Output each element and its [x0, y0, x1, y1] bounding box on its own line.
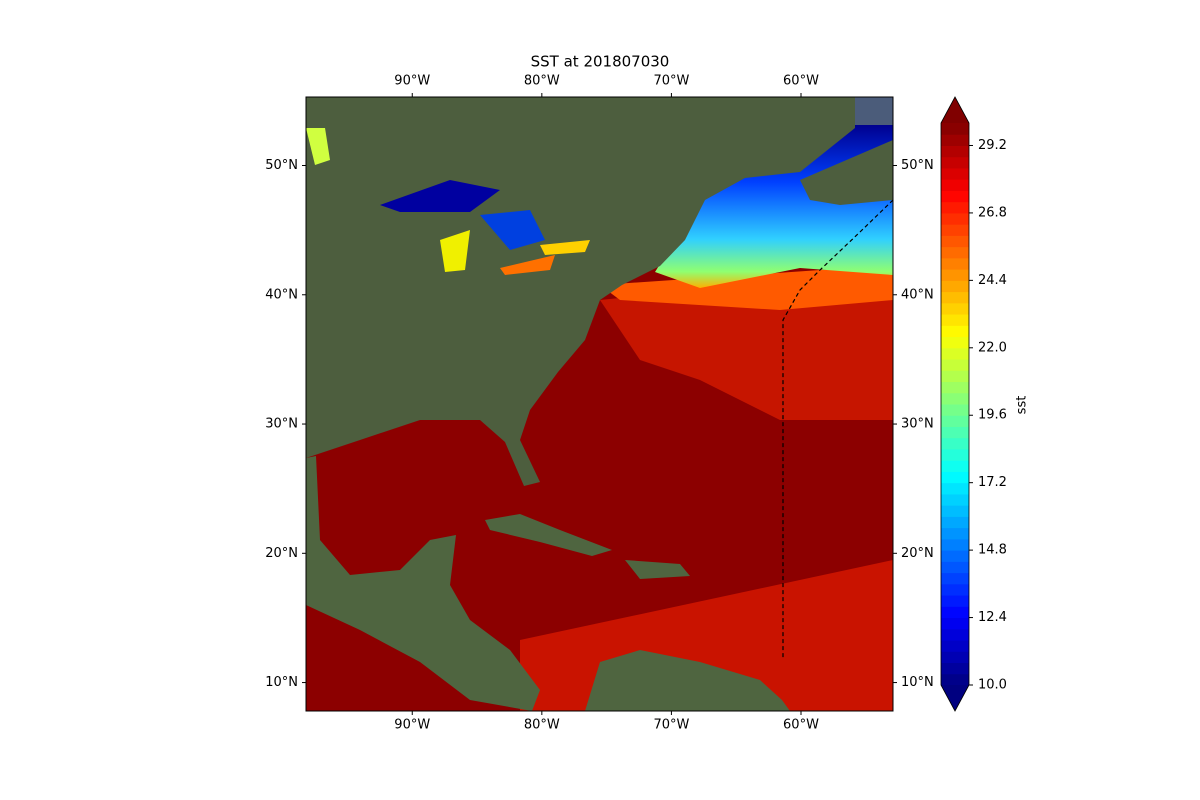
- colorbar-band: [941, 673, 969, 686]
- colorbar-band: [941, 302, 969, 315]
- colorbar-band: [941, 381, 969, 394]
- colorbar-band: [941, 190, 969, 203]
- y-tick-label: 40°N: [265, 287, 298, 302]
- lake: [500, 255, 555, 275]
- colorbar-band: [941, 640, 969, 652]
- colorbar-band: [941, 167, 969, 180]
- colorbar-band: [941, 269, 969, 281]
- x-tick-label: 80°W: [524, 74, 560, 89]
- colorbar-band: [941, 415, 969, 427]
- colorbar-band: [941, 583, 969, 596]
- x-tick-label: 60°W: [783, 74, 819, 89]
- lake: [306, 128, 330, 165]
- x-tick-label: 90°W: [394, 74, 430, 89]
- colorbar-band: [941, 179, 969, 191]
- colorbar-band: [941, 257, 969, 270]
- x-tick-label: 80°W: [524, 718, 560, 733]
- colorbar-band: [941, 336, 969, 349]
- colorbar-band: [941, 448, 969, 461]
- lake: [380, 180, 500, 212]
- colorbar-band: [941, 628, 969, 641]
- x-tick-label: 90°W: [394, 718, 430, 733]
- map-frame: [305, 96, 894, 712]
- newfoundland: [800, 140, 893, 205]
- chart-title: SST at 201807030: [531, 53, 670, 71]
- colorbar-band: [941, 505, 969, 517]
- colorbar-band: [941, 595, 969, 607]
- track: [782, 199, 893, 660]
- colorbar-extend: [941, 685, 969, 711]
- warm-water: [600, 270, 893, 420]
- map: [306, 97, 893, 711]
- colorbar-band: [941, 347, 969, 360]
- colorbar-label: sst: [1015, 396, 1030, 415]
- colorbar-tick-label: 26.8: [978, 205, 1007, 220]
- front: [600, 265, 893, 310]
- hispaniola: [625, 560, 690, 579]
- y-tick-label: 50°N: [265, 158, 298, 173]
- colorbar-band: [941, 527, 969, 540]
- colorbar-band: [941, 460, 969, 472]
- lake: [440, 230, 470, 272]
- colorbar-tick-label: 29.2: [978, 138, 1007, 153]
- colorbar-band: [941, 314, 969, 326]
- y-tick-label: 20°N: [265, 546, 298, 561]
- colorbar-band: [941, 426, 969, 439]
- colorbar-band: [941, 482, 969, 495]
- central-america: [306, 456, 540, 711]
- colorbar-band: [941, 212, 969, 225]
- colorbar-band: [941, 156, 969, 169]
- y-tick-label: 30°N: [265, 417, 298, 432]
- colorbar-band: [941, 325, 969, 338]
- colorbar-band: [941, 538, 969, 551]
- colorbar-band: [941, 235, 969, 248]
- colorbar-tick-label: 17.2: [978, 475, 1007, 490]
- colorbar-tick-label: 19.6: [978, 408, 1007, 423]
- colorbar-band: [941, 471, 969, 484]
- colorbar-band: [941, 280, 969, 293]
- colorbar-band: [941, 145, 969, 158]
- colorbar-band: [941, 404, 969, 416]
- x-tick-label: 70°W: [653, 718, 689, 733]
- colorbar-band: [941, 201, 969, 214]
- colorbar-band: [941, 493, 969, 506]
- colorbar-extend: [941, 97, 969, 123]
- colorbar-tick-label: 10.0: [978, 678, 1007, 693]
- cuba: [485, 514, 612, 556]
- x-tick-label: 60°W: [783, 718, 819, 733]
- colorbar-band: [941, 359, 969, 371]
- colorbar-band: [941, 561, 969, 574]
- colorbar-band: [941, 246, 969, 259]
- lake: [540, 240, 590, 255]
- lake: [480, 210, 545, 250]
- colorbar-tick-label: 24.4: [978, 273, 1007, 288]
- y-tick-label: 10°N: [901, 675, 934, 690]
- colorbar-band: [941, 617, 969, 630]
- colorbar-band: [941, 134, 969, 146]
- colorbar-band: [941, 224, 969, 236]
- colorbar-band: [941, 550, 969, 562]
- colorbar-band: [941, 437, 969, 450]
- y-tick-label: 30°N: [901, 417, 934, 432]
- colorbar-band: [941, 370, 969, 383]
- y-tick-label: 10°N: [265, 675, 298, 690]
- colorbar-band: [941, 392, 969, 405]
- y-tick-label: 50°N: [901, 158, 934, 173]
- colorbar-band: [941, 651, 969, 664]
- y-tick-label: 40°N: [901, 287, 934, 302]
- x-tick-label: 70°W: [653, 74, 689, 89]
- colorbar-band: [941, 516, 969, 529]
- colorbar-band: [941, 291, 969, 304]
- colorbar-tick-label: 14.8: [978, 543, 1007, 558]
- colorbar-band: [941, 606, 969, 619]
- colorbar-band: [941, 123, 969, 135]
- colorbar-tick-label: 22.0: [978, 340, 1007, 355]
- south-america: [585, 650, 790, 711]
- colorbar-tick-label: 12.4: [978, 610, 1007, 625]
- y-tick-label: 20°N: [901, 546, 934, 561]
- colorbar-band: [941, 662, 969, 675]
- colorbar-band: [941, 572, 969, 585]
- colorbar-outline: [940, 96, 970, 712]
